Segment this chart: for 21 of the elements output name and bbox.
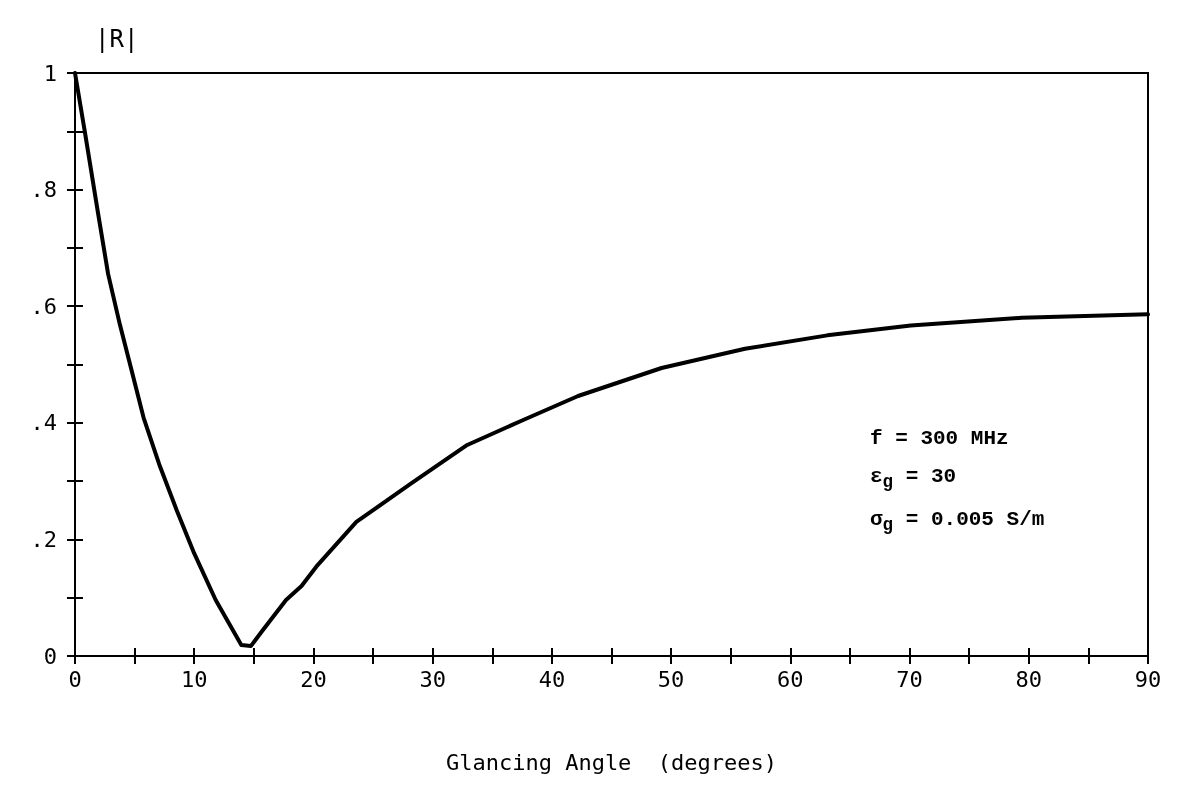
x-tick-label: 80 [1015,666,1043,692]
annotation: σ$_{g}$ = 0.005 S/m [870,507,1045,538]
x-tick-label: 10 [180,666,208,692]
y-tick-label: 1 [43,60,57,86]
x-tick-label: 20 [300,666,327,692]
annotation: ε$_{g}$ = 30 [870,464,958,495]
annotation: f = 300 MHz [870,426,1010,452]
x-tick-label: 40 [538,666,566,692]
x-axis-title: Glancing Angle (degrees) [445,749,778,775]
y-tick-label: .2 [30,526,57,552]
y-tick-label: .6 [30,293,57,319]
x-tick-label: 70 [896,666,923,692]
y-tick-label: .4 [30,410,57,436]
y-axis-title: |R| [95,25,139,53]
y-tick-label: 0 [43,643,57,669]
x-tick-label: 50 [657,666,685,692]
x-tick-label: 30 [419,666,446,692]
y-tick-label: .8 [30,177,57,203]
x-tick-label: 60 [777,666,804,692]
x-tick-label: 0 [68,666,82,692]
x-tick-label: 90 [1134,666,1162,692]
